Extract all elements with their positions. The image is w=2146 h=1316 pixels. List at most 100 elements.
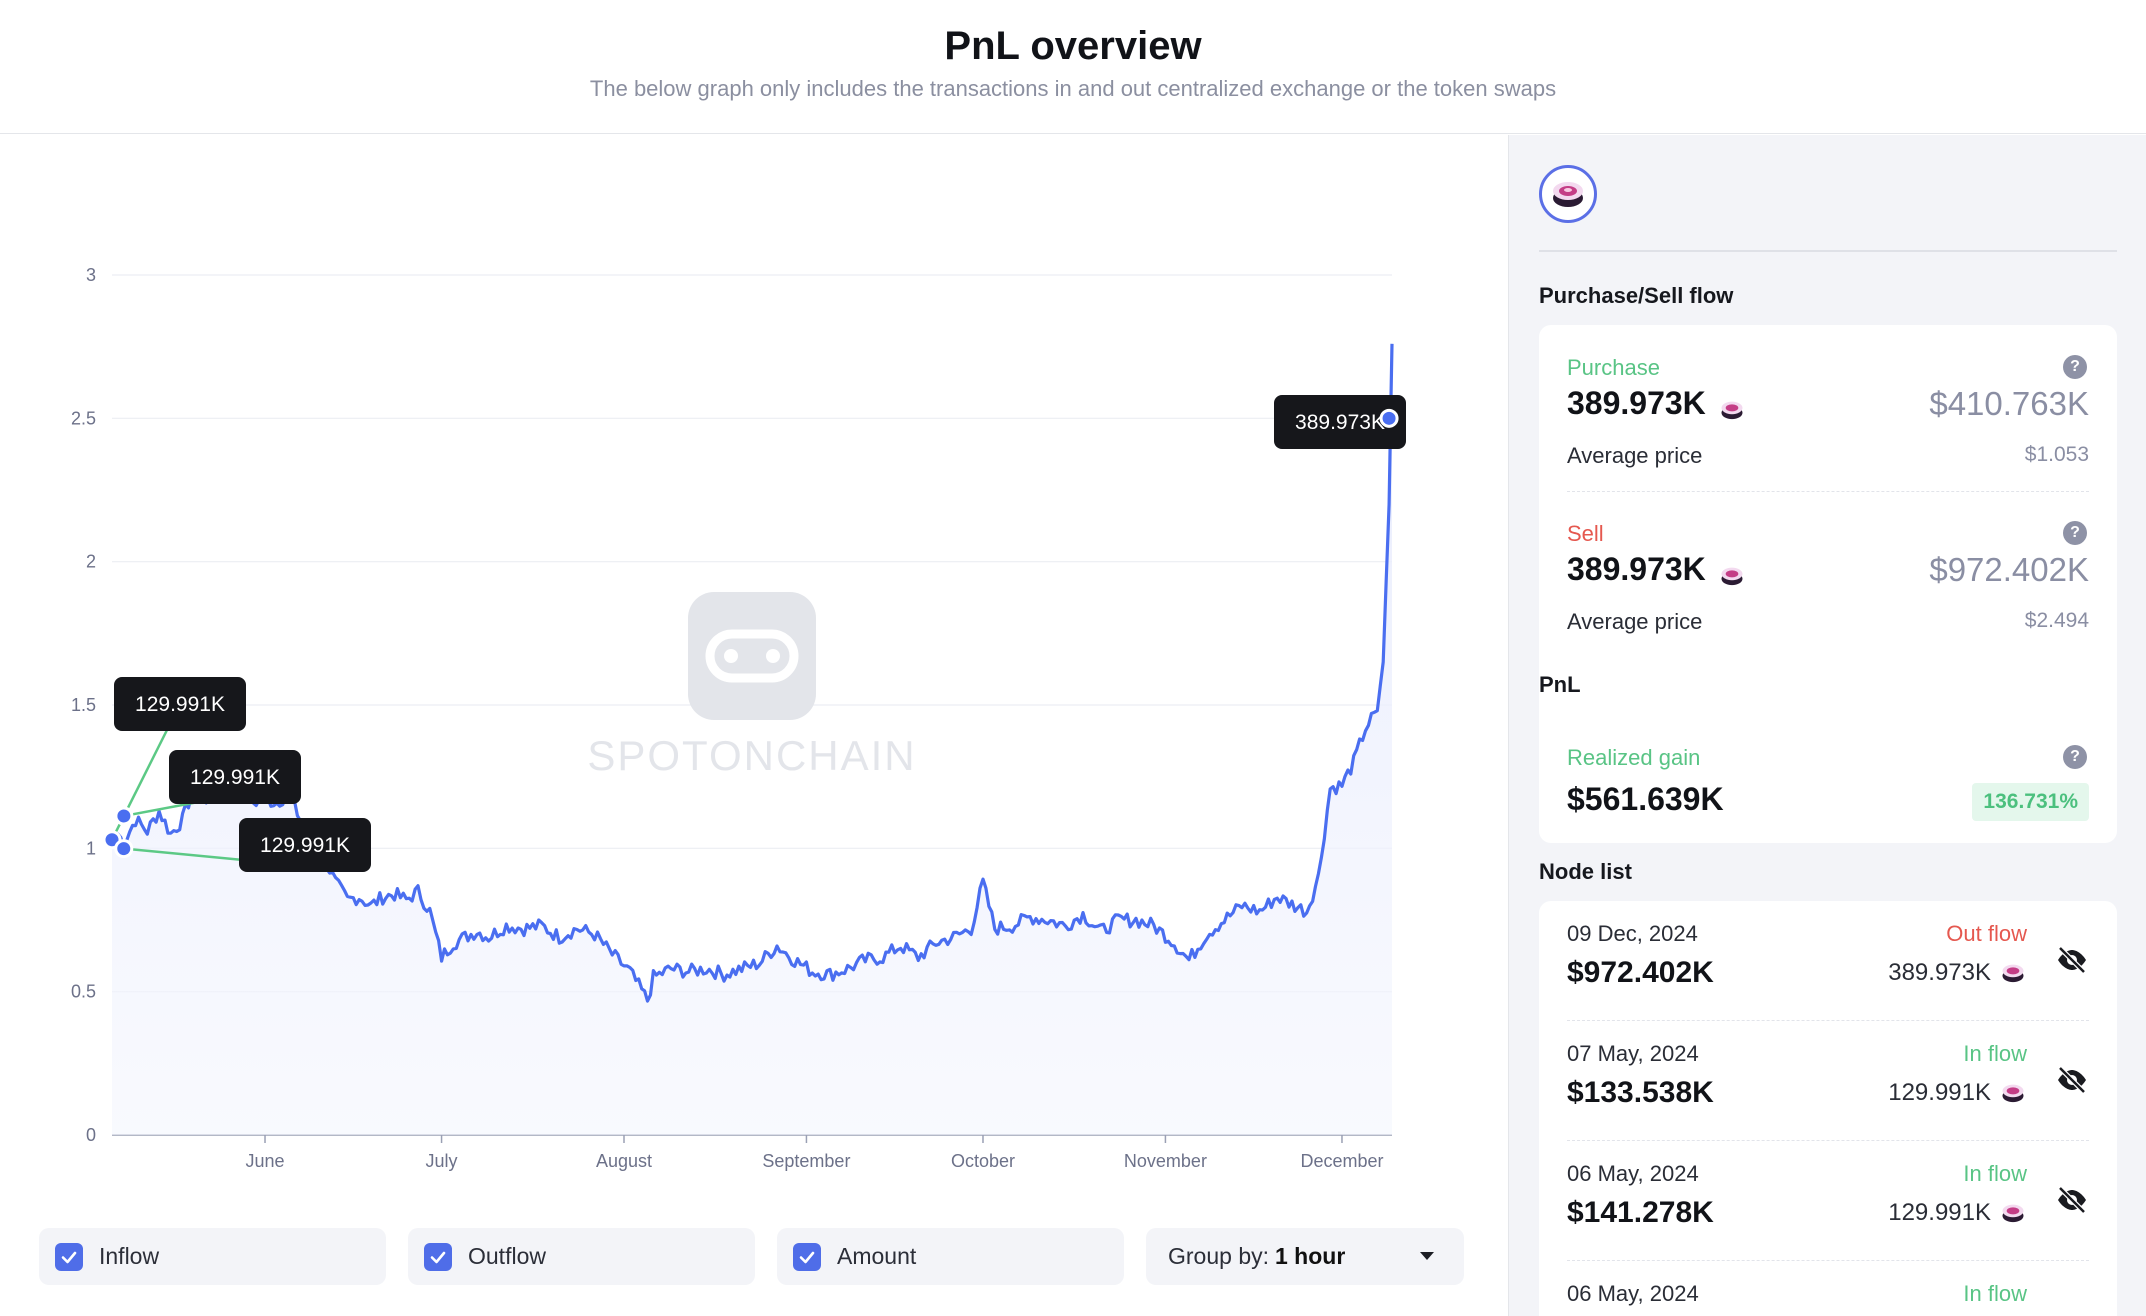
token-icon bbox=[1721, 567, 1743, 585]
y-tick-label: 1.5 bbox=[71, 695, 96, 715]
purchase-amount-row: 389.973K $410.763K bbox=[1567, 385, 2089, 429]
node-flow: In flow bbox=[1963, 1041, 2027, 1066]
node-list-title: Node list bbox=[1539, 859, 1632, 884]
divider bbox=[1567, 1260, 2089, 1261]
checkbox-checked-icon[interactable] bbox=[424, 1242, 452, 1271]
node-item[interactable]: 06 May, 2024 $141.278K In flow 129.991K bbox=[1567, 1141, 2089, 1261]
purchase-usd: $410.763K bbox=[1929, 385, 2089, 422]
node-item[interactable]: 09 Dec, 2024 $972.402K Out flow 389.973K bbox=[1567, 901, 2089, 1021]
purchase-sell-card: Purchase ? 389.973K $410.763K Average pr… bbox=[1539, 325, 2117, 789]
tooltip-box bbox=[114, 677, 246, 731]
node-item[interactable]: 07 May, 2024 $133.538K In flow 129.991K bbox=[1567, 1021, 2089, 1141]
pnl-chart[interactable]: 0 0.5 1 1.5 2 2.5 3 SPOTONCHAIN June July August… bbox=[0, 135, 1508, 1205]
node-flow: In flow bbox=[1963, 1161, 2027, 1186]
x-tick-label: October bbox=[951, 1151, 1015, 1171]
x-tick-label: June bbox=[245, 1151, 284, 1171]
purchase-avg-row: Average price $1.053 bbox=[1567, 443, 2089, 469]
node-date: 07 May, 2024 bbox=[1567, 1041, 1699, 1066]
purchase-avg-label: Average price bbox=[1567, 443, 1703, 468]
inflow-toggle[interactable]: Inflow bbox=[39, 1228, 386, 1285]
tooltip-box bbox=[1274, 395, 1406, 449]
node-flow: Out flow bbox=[1946, 921, 2027, 946]
watermark-logo: SPOTONCHAIN bbox=[587, 592, 915, 779]
eye-slash-icon[interactable] bbox=[2055, 943, 2089, 977]
realized-gain-percent-badge: 136.731% bbox=[1972, 783, 2089, 821]
x-tick-label: July bbox=[426, 1151, 458, 1171]
sell-label: Sell bbox=[1567, 521, 1604, 546]
realized-gain-value: $561.639K bbox=[1567, 781, 1724, 817]
realized-gain-label: Realized gain bbox=[1567, 745, 1701, 770]
caret-down-icon[interactable] bbox=[1420, 1252, 1434, 1260]
group-by-value: 1 hour bbox=[1275, 1243, 1346, 1269]
node-date: 09 Dec, 2024 bbox=[1567, 921, 1698, 946]
help-icon[interactable]: ? bbox=[2063, 355, 2087, 379]
eye-slash-icon[interactable] bbox=[2055, 1063, 2089, 1097]
node-item[interactable]: 06 May, 2024 In flow bbox=[1567, 1261, 2089, 1316]
node-amount: 129.991K bbox=[1888, 1199, 2027, 1227]
node-flow: In flow bbox=[1963, 1281, 2027, 1306]
sell-amount-row: 389.973K $972.402K bbox=[1567, 551, 2089, 595]
x-tick-label: September bbox=[762, 1151, 850, 1171]
tooltip-box bbox=[239, 818, 371, 872]
pnl-card: Realized gain ? $561.639K 136.731% bbox=[1539, 713, 2117, 843]
outflow-toggle[interactable]: Outflow bbox=[408, 1228, 755, 1285]
tooltip-label: 129.991K bbox=[260, 834, 350, 857]
y-tick-label: 3 bbox=[86, 265, 96, 285]
data-point-marker bbox=[1379, 408, 1399, 428]
checkbox-checked-icon[interactable] bbox=[55, 1242, 83, 1271]
token-icon bbox=[2002, 964, 2024, 983]
sell-amount: 389.973K bbox=[1567, 551, 1706, 587]
purchase-label: Purchase bbox=[1567, 355, 1660, 380]
sell-avg-label: Average price bbox=[1567, 609, 1703, 634]
inflow-label: Inflow bbox=[99, 1243, 160, 1269]
divider bbox=[1567, 1020, 2089, 1021]
y-tick-label: 0.5 bbox=[71, 982, 96, 1002]
amount-toggle[interactable]: Amount bbox=[777, 1228, 1124, 1285]
y-tick-label: 1 bbox=[86, 838, 96, 858]
node-list-card: 09 Dec, 2024 $972.402K Out flow 389.973K… bbox=[1539, 901, 2117, 1316]
page-title: PnL overview bbox=[944, 24, 1202, 68]
node-amount-text: 389.973K bbox=[1888, 959, 1991, 986]
tooltip-label: 129.991K bbox=[135, 693, 225, 716]
divider bbox=[1567, 491, 2089, 492]
chart-axes: June July August September October November De… bbox=[245, 1135, 1383, 1171]
token-icon bbox=[1539, 165, 1597, 223]
eye-slash-icon[interactable] bbox=[2055, 1183, 2089, 1217]
tooltip-box bbox=[169, 750, 301, 804]
pnl-title: PnL bbox=[1539, 672, 1581, 697]
group-by-select[interactable]: Group by: 1 hour bbox=[1146, 1228, 1464, 1285]
data-point-marker bbox=[114, 839, 134, 859]
chart-tooltips: 129.991K 129.991K 129.991K 389.973K bbox=[102, 395, 1406, 872]
tooltip-label: 389.973K bbox=[1295, 411, 1385, 434]
node-amount-text: 129.991K bbox=[1888, 1079, 1991, 1106]
divider bbox=[1567, 1140, 2089, 1141]
purchase-sell-title: Purchase/Sell flow bbox=[1539, 283, 1734, 308]
sidebar: Purchase/Sell flow Purchase ? 389.973K $… bbox=[1508, 135, 2146, 1316]
outflow-label: Outflow bbox=[468, 1243, 546, 1269]
divider bbox=[1539, 250, 2117, 252]
node-amount: 129.991K bbox=[1888, 1079, 2027, 1107]
token-icon bbox=[2002, 1204, 2024, 1223]
sell-usd: $972.402K bbox=[1929, 551, 2089, 588]
x-tick-label: December bbox=[1300, 1151, 1383, 1171]
amount-label: Amount bbox=[837, 1243, 917, 1269]
y-tick-label: 0 bbox=[86, 1125, 96, 1145]
page-header: PnL overview The below graph only includ… bbox=[0, 0, 2146, 134]
help-icon[interactable]: ? bbox=[2063, 745, 2087, 769]
checkbox-checked-icon[interactable] bbox=[793, 1242, 821, 1271]
x-tick-label: August bbox=[596, 1151, 652, 1171]
node-date: 06 May, 2024 bbox=[1567, 1281, 1699, 1306]
help-icon[interactable]: ? bbox=[2063, 521, 2087, 545]
sell-avg-row: Average price $2.494 bbox=[1567, 609, 2089, 635]
sell-avg-price: $2.494 bbox=[2024, 609, 2089, 632]
y-tick-label: 2 bbox=[86, 552, 96, 572]
node-value: $141.278K bbox=[1567, 1196, 1714, 1229]
group-by-label: Group by: bbox=[1168, 1243, 1269, 1269]
node-date: 06 May, 2024 bbox=[1567, 1161, 1699, 1186]
node-value: $133.538K bbox=[1567, 1076, 1714, 1109]
x-tick-label: November bbox=[1124, 1151, 1207, 1171]
page-subtitle: The below graph only includes the transa… bbox=[589, 76, 1557, 101]
node-amount: 389.973K bbox=[1888, 959, 2027, 987]
pnl-chart-panel: 0 0.5 1 1.5 2 2.5 3 SPOTONCHAIN June July August… bbox=[0, 135, 1508, 1316]
purchase-amount: 389.973K bbox=[1567, 385, 1706, 421]
